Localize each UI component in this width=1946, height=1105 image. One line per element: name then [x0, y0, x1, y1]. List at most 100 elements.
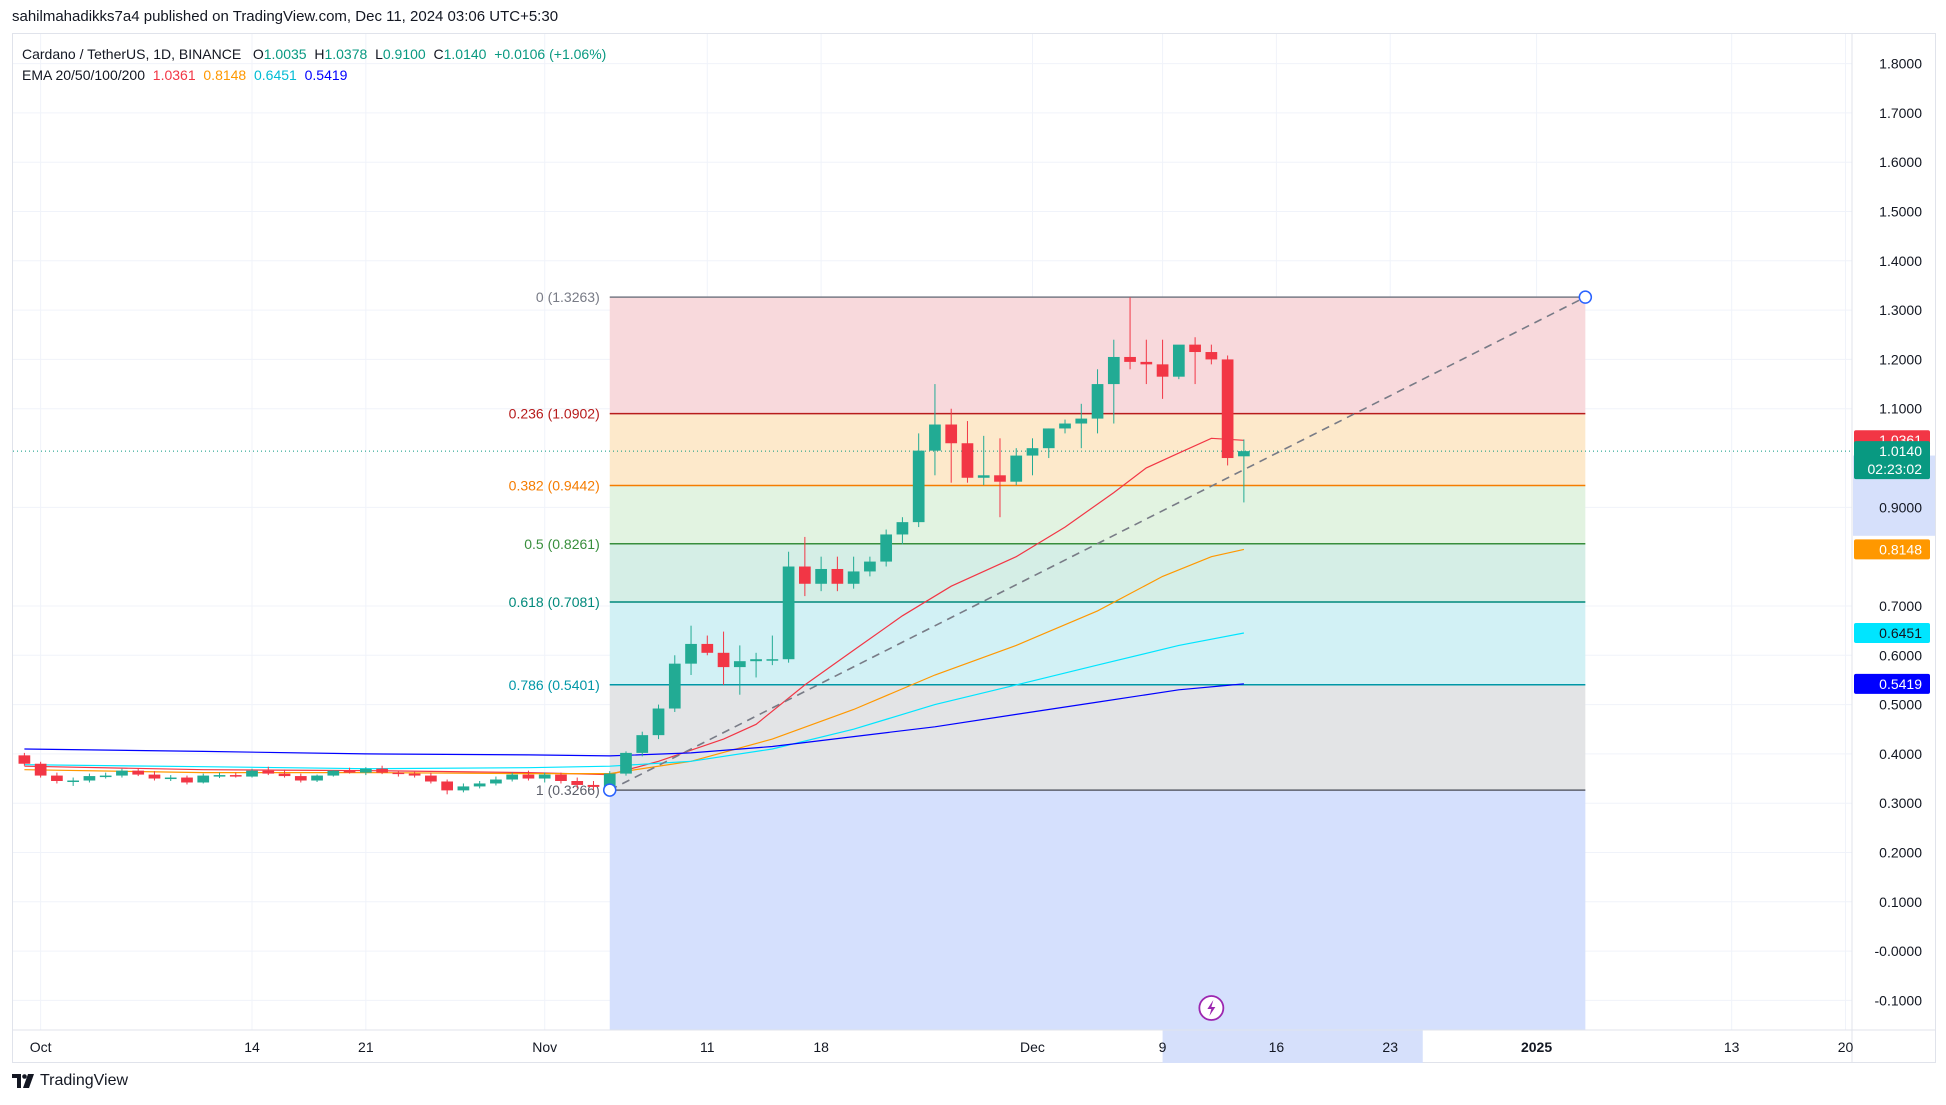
chart-frame[interactable] — [12, 33, 1936, 1063]
fib-level-label: 1 (0.3266) — [536, 782, 600, 798]
fib-zone — [609, 543, 1586, 602]
tradingview-logo-icon — [12, 1074, 34, 1088]
candle-body — [116, 770, 128, 776]
fib-level-label: 0.786 (0.5401) — [509, 677, 600, 693]
high-value: 1.0378 — [324, 46, 368, 62]
trendline-end-handle — [1578, 290, 1593, 304]
ema20-value: 1.0361 — [152, 67, 196, 83]
x-tick-label: 21 — [358, 1039, 374, 1055]
candle-body — [1107, 356, 1120, 385]
y-tick-label: 1.4000 — [1879, 253, 1922, 269]
candle-body — [717, 652, 730, 668]
y-tick-label: -0.0000 — [1875, 943, 1923, 959]
candle-body — [994, 475, 1006, 482]
y-tick-label: 1.8000 — [1879, 56, 1922, 72]
change-value: +0.0106 (+1.06%) — [494, 46, 607, 62]
y-tick-label: -0.1000 — [1875, 992, 1923, 1008]
price-badge-label: 1.0140 — [1879, 443, 1922, 459]
trendline-start-handle — [602, 783, 617, 797]
price-badge-label: 0.5419 — [1879, 676, 1922, 692]
candle-body — [799, 566, 811, 584]
candle-body — [392, 772, 405, 775]
candle-body — [733, 661, 746, 668]
candle-body — [864, 561, 876, 572]
candle-body — [620, 752, 632, 774]
candle-body — [1205, 352, 1218, 360]
candle-body — [262, 770, 275, 774]
high-label: H — [314, 46, 325, 62]
tradingview-brand[interactable]: TradingView — [40, 1072, 129, 1089]
candle-body — [571, 781, 584, 785]
price-badge — [1854, 673, 1930, 694]
candle-body — [929, 424, 941, 451]
candle-body — [636, 735, 649, 753]
candle-body — [1026, 448, 1039, 456]
y-tick-label: 1.3000 — [1879, 302, 1922, 318]
y-tick-label: 1.2000 — [1879, 351, 1922, 367]
symbol-title[interactable]: Cardano / TetherUS, 1D, BINANCE — [22, 46, 242, 62]
candle-body — [701, 643, 714, 653]
candle-body — [490, 779, 502, 784]
candle-body — [847, 571, 860, 584]
candle-body — [1156, 364, 1169, 377]
candle-body — [815, 568, 827, 584]
candle-body — [896, 522, 909, 535]
candle-body — [425, 775, 437, 782]
candle-body — [522, 774, 535, 779]
ema-line — [24, 683, 1244, 757]
fib-level-label: 0.618 (0.7081) — [509, 594, 600, 610]
open-value: 1.0035 — [263, 46, 307, 62]
fib-zone — [609, 790, 1586, 1030]
candle-body — [782, 566, 795, 660]
y-tick-label: 0.9000 — [1879, 499, 1922, 515]
footer: TradingView — [12, 1072, 128, 1090]
close-value: 1.0140 — [443, 46, 487, 62]
trendline — [609, 296, 1586, 791]
y-tick-label: 0.3000 — [1879, 795, 1922, 811]
candle-body — [229, 775, 242, 777]
candle-body — [1238, 451, 1250, 457]
candle-body — [18, 755, 31, 764]
candle-body — [1075, 418, 1088, 424]
y-tick-label: 1.7000 — [1879, 105, 1922, 121]
candle-body — [831, 568, 844, 584]
x-tick-label: 18 — [813, 1039, 829, 1055]
countdown-label: 02:23:02 — [1868, 461, 1923, 477]
x-tick-label: Oct — [30, 1039, 52, 1055]
price-badge-label: 0.6451 — [1879, 625, 1922, 641]
candle-body — [912, 450, 925, 523]
x-tick-label: Nov — [532, 1039, 557, 1055]
x-tick-label: Dec — [1020, 1039, 1045, 1055]
candle-body — [1091, 384, 1104, 419]
published-line: sahilmahadikks7a4 published on TradingVi… — [12, 8, 559, 25]
y-tick-label: 1.6000 — [1879, 154, 1922, 170]
ema-label[interactable]: EMA 20/50/100/200 — [22, 67, 145, 83]
time-range-highlight — [1162, 1030, 1423, 1063]
candle-body — [1124, 356, 1136, 362]
candle-body — [473, 783, 486, 787]
candle-body — [278, 773, 291, 777]
x-tick-label: 13 — [1724, 1039, 1740, 1055]
candle-body — [359, 768, 372, 773]
candle-body — [99, 775, 112, 778]
ema-row: EMA 20/50/100/200 1.0361 0.8148 0.6451 0… — [22, 65, 606, 86]
candle-body — [51, 775, 63, 781]
fib-level-label: 0.382 (0.9442) — [509, 478, 600, 494]
chart-legend: Cardano / TetherUS, 1D, BINANCE O1.0035 … — [22, 44, 606, 86]
candle-body — [148, 774, 161, 779]
candle-body — [181, 777, 193, 783]
candle-body — [961, 443, 974, 478]
candle-body — [327, 770, 340, 776]
candle-body — [132, 770, 145, 775]
candle-body — [587, 784, 600, 787]
candle-body — [766, 659, 779, 661]
candle-body — [441, 781, 453, 791]
fib-level-label: 0.5 (0.8261) — [524, 536, 600, 552]
candle-body — [343, 770, 356, 773]
low-value: 0.9100 — [382, 46, 426, 62]
fib-zone — [609, 684, 1586, 791]
candle-body — [652, 708, 665, 736]
price-badge — [1854, 539, 1930, 560]
ohlc-row: Cardano / TetherUS, 1D, BINANCE O1.0035 … — [22, 44, 606, 65]
